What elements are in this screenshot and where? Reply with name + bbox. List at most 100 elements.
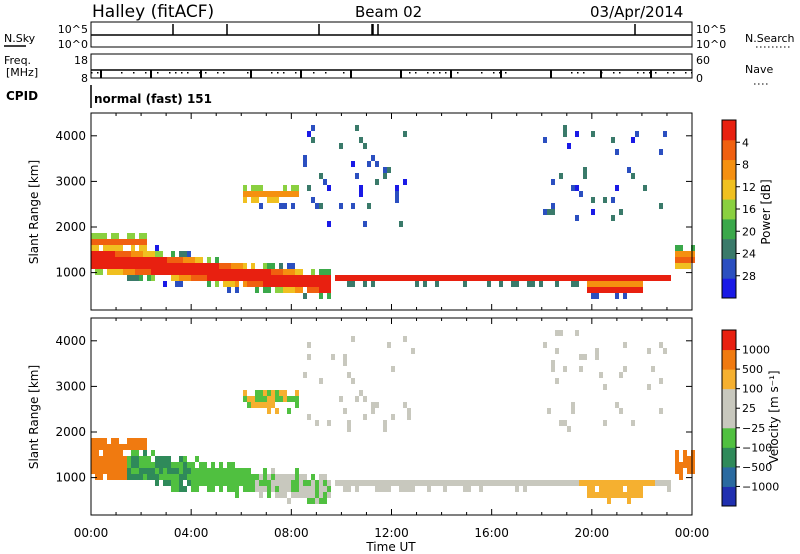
rti-cell (127, 474, 131, 480)
rti-cell (615, 149, 619, 155)
rti-cell (563, 131, 567, 137)
rti-cell (323, 287, 327, 293)
rti-cell (523, 275, 527, 281)
rti-cell (235, 468, 239, 474)
rti-cell (119, 269, 123, 275)
rti-cell (339, 396, 343, 402)
rti-cell (191, 257, 195, 263)
rti-cell (143, 462, 147, 468)
colorbar-tick-label: 500 (742, 363, 763, 376)
rti-cell (451, 480, 455, 486)
rti-cell (279, 492, 283, 498)
rti-cell (403, 336, 407, 342)
rti-cell (683, 450, 687, 456)
rti-cell (319, 173, 323, 179)
rti-cell (627, 287, 631, 293)
rti-cell (143, 263, 147, 269)
rti-cell (135, 456, 139, 462)
rti-cell (263, 269, 267, 275)
rti-cell (311, 480, 315, 486)
colorbar-swatch (722, 330, 736, 351)
rti-cell (131, 245, 135, 251)
rti-cell (231, 486, 235, 492)
rti-cell (271, 281, 275, 287)
rti-cell (115, 468, 119, 474)
rti-cell (295, 486, 299, 492)
rti-cell (323, 275, 327, 281)
rti-cell (631, 281, 635, 287)
rti-cell (363, 414, 367, 420)
rti-cell (171, 462, 175, 468)
rti-cell (347, 480, 351, 486)
rti-cell (235, 486, 239, 492)
rti-cell (131, 450, 135, 456)
rti-cell (635, 492, 639, 498)
rti-cell (139, 468, 143, 474)
rti-cell (179, 275, 183, 281)
rti-cell (359, 275, 363, 281)
rti-cell (543, 137, 547, 143)
rti-cell (215, 269, 219, 275)
rti-cell (579, 366, 583, 372)
rti-cell (571, 281, 575, 287)
rti-cell (559, 480, 563, 486)
rti-cell (179, 269, 183, 275)
rti-cell (139, 456, 143, 462)
rti-cell (599, 287, 603, 293)
rti-cell (123, 239, 127, 245)
rti-cell (115, 269, 119, 275)
rti-cell (115, 444, 119, 450)
rti-cell (103, 468, 107, 474)
rti-cell (131, 456, 135, 462)
rti-cell (195, 263, 199, 269)
nave-label: Nave (745, 63, 773, 76)
rti-cell (159, 263, 163, 269)
rti-cell (607, 287, 611, 293)
rti-cell (135, 450, 139, 456)
rti-cell (627, 281, 631, 287)
colorbar-tick-label: 100 (742, 383, 763, 396)
rti-cell (575, 275, 579, 281)
rti-cell (183, 269, 187, 275)
rti-cell (235, 275, 239, 281)
rti-cell (155, 263, 159, 269)
rti-cell (263, 263, 267, 269)
rti-cell (591, 281, 595, 287)
rti-cell (319, 378, 323, 384)
rti-cell (467, 480, 471, 486)
rti-cell (287, 486, 291, 492)
rti-cell (659, 480, 663, 486)
rti-cell (647, 480, 651, 486)
rti-cell (291, 185, 295, 191)
rti-cell (411, 480, 415, 486)
rti-cell (555, 480, 559, 486)
rti-cell (291, 486, 295, 492)
rti-cell (659, 149, 663, 155)
rti-cell (159, 468, 163, 474)
rti-cell (623, 287, 627, 293)
rti-cell (615, 402, 619, 408)
rti-cell (207, 480, 211, 486)
rti-cell (267, 275, 271, 281)
rti-cell (547, 480, 551, 486)
rti-cell (239, 468, 243, 474)
rti-cell (91, 444, 95, 450)
rti-cell (115, 450, 119, 456)
rti-cell (295, 287, 299, 293)
rti-cell (287, 474, 291, 480)
rti-cell (419, 275, 423, 281)
rti-cell (303, 474, 307, 480)
rti-cell (151, 269, 155, 275)
rti-cell (311, 281, 315, 287)
rti-cell (95, 257, 99, 263)
colorbar-swatch (722, 139, 736, 161)
rti-cell (155, 251, 159, 257)
rti-cell (211, 269, 215, 275)
rti-cell (91, 263, 95, 269)
rti-cell (611, 281, 615, 287)
rti-cell (299, 492, 303, 498)
rti-cell (199, 263, 203, 269)
rti-cell (135, 444, 139, 450)
rti-cell (675, 251, 679, 257)
rti-cell (503, 480, 507, 486)
